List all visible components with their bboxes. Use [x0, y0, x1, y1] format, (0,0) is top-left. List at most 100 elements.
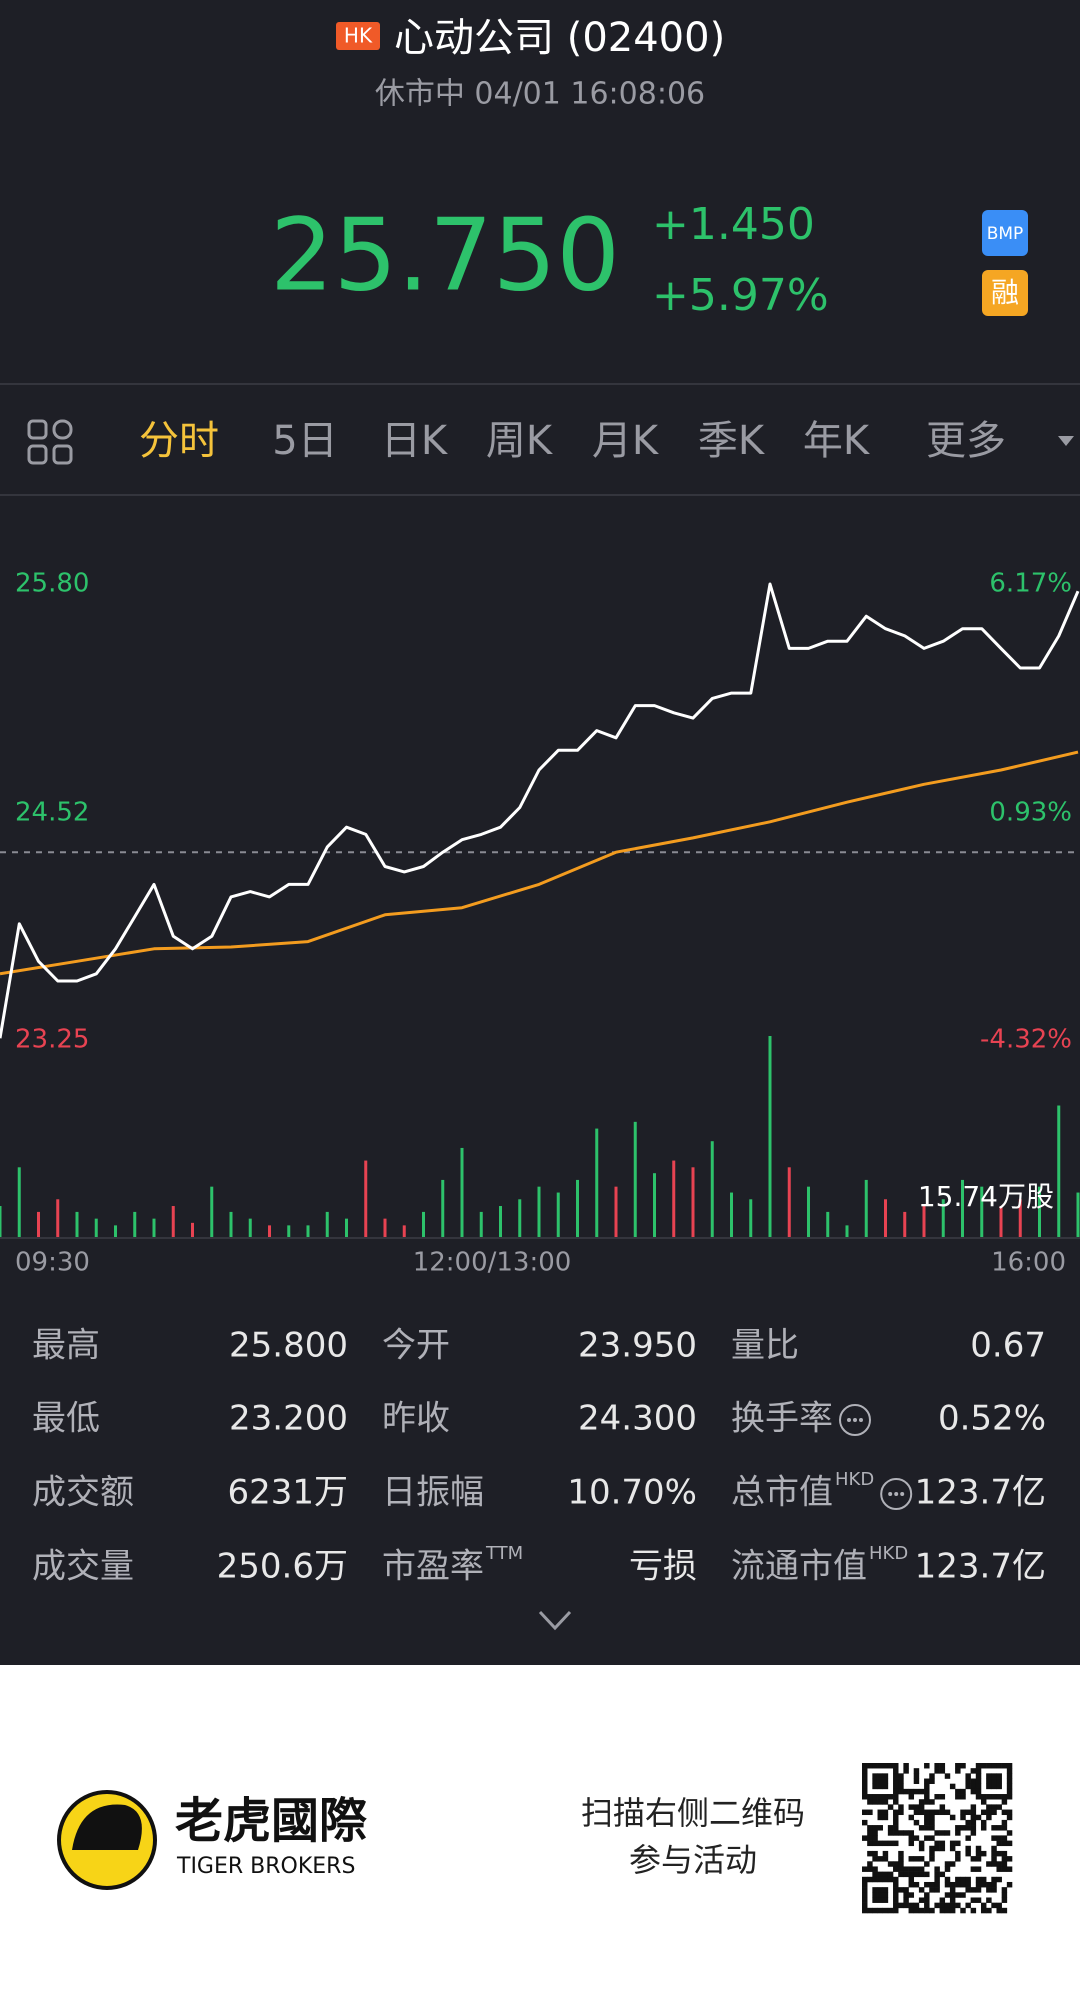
qr-module — [949, 1897, 956, 1903]
qr-module — [862, 1763, 868, 1769]
qr-module — [939, 1840, 946, 1847]
volume-bar — [710, 1141, 714, 1238]
tab[interactable]: 更多 — [926, 418, 1006, 464]
tab[interactable]: 分时 — [139, 418, 219, 464]
qr-module — [955, 1825, 961, 1831]
qr-module — [955, 1881, 961, 1888]
qr-module — [882, 1809, 889, 1816]
volume-bar — [633, 1121, 637, 1238]
qr-module — [949, 1845, 956, 1852]
volume-bar — [576, 1179, 579, 1238]
volume-bar — [114, 1225, 117, 1238]
tab[interactable]: 月K — [592, 418, 660, 464]
qr-module — [965, 1835, 971, 1841]
qr-module — [913, 1907, 920, 1914]
bmp-badge[interactable] — [982, 210, 1028, 256]
qr-module — [862, 1819, 868, 1826]
tab[interactable]: 年K — [803, 418, 871, 464]
volume-bar — [1038, 1186, 1041, 1238]
qr-module — [918, 1825, 925, 1831]
qr-module — [867, 1840, 873, 1847]
qr-module — [949, 1902, 956, 1909]
y-tick-label: 24.52 — [15, 797, 89, 827]
margin-badge-text: 融 — [991, 276, 1019, 309]
qr-module — [887, 1763, 894, 1769]
more-arrow[interactable] — [1058, 436, 1074, 446]
brand-name-en: TIGER BROKERS — [176, 1854, 355, 1879]
qr-module — [924, 1907, 930, 1914]
qr-module — [913, 1809, 920, 1816]
qr-module — [975, 1876, 982, 1883]
qr-module — [918, 1840, 925, 1847]
qr-module — [934, 1794, 940, 1800]
info-icon-dot — [894, 1492, 899, 1496]
volume-bar — [807, 1186, 810, 1238]
qr-module — [955, 1763, 961, 1769]
qr-module — [980, 1794, 987, 1800]
qr-module — [877, 1856, 883, 1862]
qr-module — [975, 1814, 982, 1821]
stat-label: 换手率 — [731, 1399, 833, 1439]
volume-bar — [922, 1206, 926, 1238]
volume-bar — [133, 1211, 137, 1238]
qr-module — [908, 1876, 915, 1883]
volume-bar — [460, 1147, 464, 1238]
qr-module — [918, 1788, 925, 1795]
qr-module — [1006, 1840, 1013, 1847]
volume-bar — [345, 1218, 348, 1238]
volume-bar — [75, 1211, 79, 1238]
expand-chevron[interactable] — [538, 1610, 572, 1631]
volume-bar — [287, 1225, 291, 1238]
market-badge — [336, 22, 380, 50]
qr-module — [1006, 1788, 1013, 1795]
volume-bar — [999, 1206, 1003, 1238]
qr-module — [955, 1788, 961, 1795]
tab[interactable]: 日K — [381, 418, 449, 464]
qr-module — [934, 1763, 940, 1769]
qr-module — [1006, 1778, 1013, 1784]
info-icon[interactable] — [880, 1478, 913, 1510]
qr-module — [960, 1892, 966, 1898]
qr-module — [934, 1881, 940, 1888]
qr-module — [944, 1866, 951, 1872]
volume-bar — [884, 1199, 887, 1238]
qr-module — [934, 1768, 940, 1774]
qr-module — [980, 1825, 987, 1831]
qr-module — [913, 1881, 920, 1888]
qr-module — [893, 1773, 899, 1779]
qr-module — [872, 1856, 878, 1862]
stat-label: 量比 — [731, 1326, 799, 1366]
qr-module — [939, 1907, 946, 1914]
qr-module — [929, 1809, 935, 1816]
qr-module — [924, 1881, 930, 1888]
qr-module — [986, 1794, 992, 1800]
qr-module — [877, 1871, 883, 1878]
qr-module — [991, 1825, 997, 1831]
tab[interactable]: 季K — [698, 418, 766, 464]
layout-icon[interactable] — [27, 419, 73, 465]
qr-module — [898, 1861, 904, 1867]
qr-module — [918, 1907, 925, 1914]
qr-module — [955, 1856, 961, 1862]
margin-badge[interactable] — [982, 270, 1028, 316]
qr-module — [908, 1856, 915, 1862]
y-tick-label: 23.25 — [15, 1025, 89, 1055]
qr-module — [862, 1788, 868, 1795]
qr-module — [882, 1907, 889, 1914]
qr-module — [975, 1773, 982, 1779]
tab[interactable]: 5日 — [272, 418, 337, 464]
qr-module — [903, 1887, 909, 1893]
qr-module — [934, 1809, 940, 1816]
qr-module — [965, 1876, 971, 1883]
qr-module — [882, 1840, 889, 1847]
qr-module — [893, 1783, 899, 1790]
qr-module — [975, 1856, 982, 1862]
qr-module — [867, 1809, 873, 1816]
qr-module — [991, 1856, 997, 1862]
qr-module — [908, 1907, 915, 1914]
qr-module — [1001, 1819, 1008, 1826]
volume-bar — [383, 1218, 387, 1238]
info-icon[interactable] — [839, 1404, 871, 1436]
tab[interactable]: 周K — [486, 418, 554, 464]
qr-module — [877, 1783, 883, 1790]
